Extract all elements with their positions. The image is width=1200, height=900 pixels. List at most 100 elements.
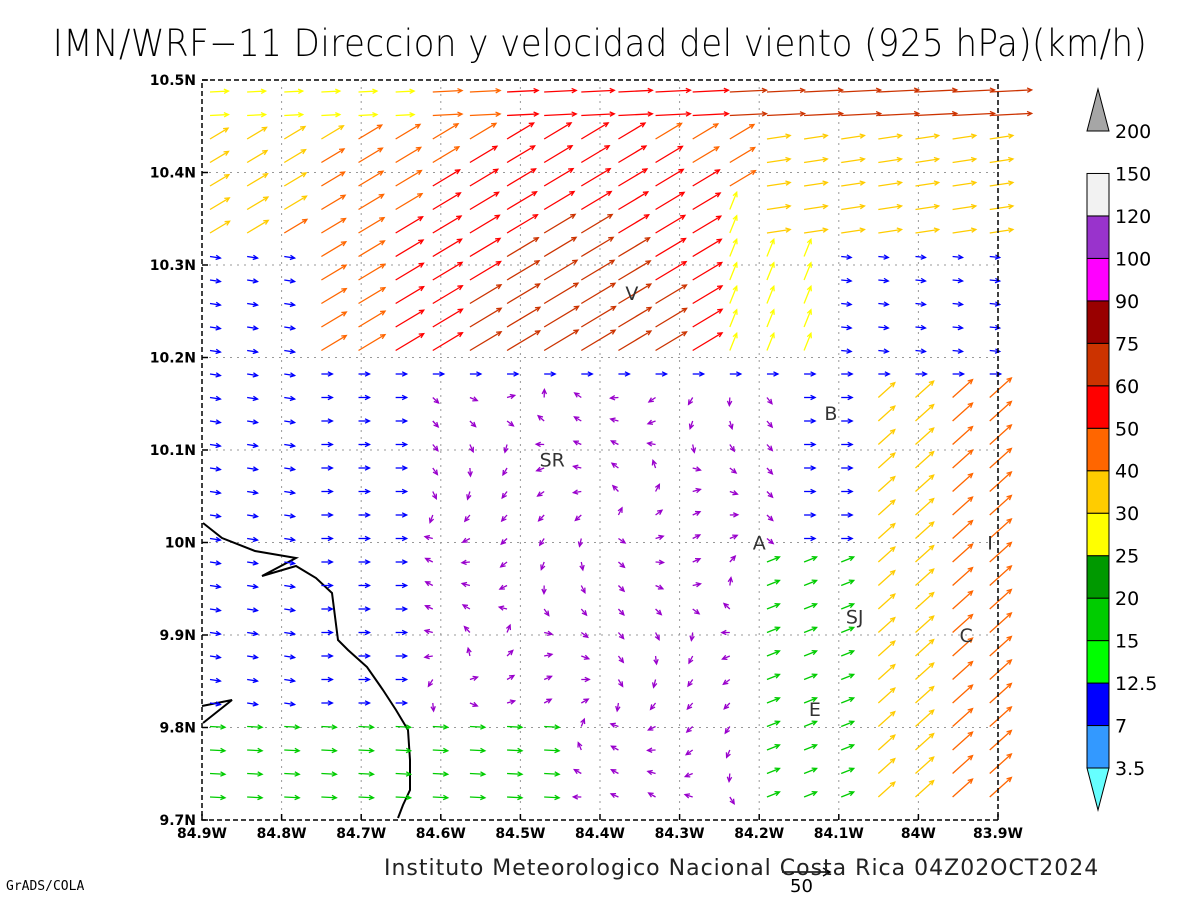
wind-vector <box>358 794 375 801</box>
wind-vector <box>655 122 683 140</box>
wind-vector <box>692 146 720 164</box>
wind-vector <box>544 724 561 730</box>
wind-vector <box>395 112 416 118</box>
wind-vector <box>617 608 625 616</box>
x-tick-label: 84.6W <box>416 826 466 842</box>
wind-vector <box>466 646 472 657</box>
wind-vector <box>618 537 627 544</box>
wind-vector <box>432 371 446 377</box>
wind-vector <box>684 749 694 756</box>
wind-vector <box>467 467 473 478</box>
wind-vector <box>432 111 464 118</box>
wind-vector <box>692 332 724 352</box>
wind-vector <box>209 466 222 472</box>
wind-vector <box>915 87 959 93</box>
wind-vector <box>729 331 738 351</box>
wind-vector <box>915 227 941 234</box>
wind-vector <box>952 301 965 307</box>
wind-vector <box>766 649 781 657</box>
colorbar-segment <box>1086 597 1110 642</box>
wind-vector <box>729 444 736 453</box>
wind-vector <box>840 790 856 798</box>
wind-vector <box>321 512 334 518</box>
reference-arrow <box>782 867 832 877</box>
wind-vector <box>358 559 372 565</box>
wind-vector <box>209 173 231 187</box>
wind-vector <box>915 474 935 492</box>
wind-vector <box>209 278 222 284</box>
wind-vector <box>840 673 856 681</box>
wind-vector <box>247 112 268 118</box>
wind-vector <box>209 419 222 425</box>
wind-vector <box>989 776 1013 798</box>
wind-vector <box>841 348 853 354</box>
wind-vector <box>284 630 297 637</box>
colorbar-segment <box>1086 470 1110 514</box>
wind-vector <box>729 146 757 164</box>
colorbar-label: 7 <box>1115 716 1127 738</box>
wind-vector <box>506 393 517 400</box>
wind-vector <box>729 371 743 377</box>
wind-vector <box>841 301 853 307</box>
wind-vector <box>432 308 464 328</box>
wind-vector <box>803 331 812 351</box>
wind-vector <box>989 180 1015 187</box>
wind-vector <box>581 676 591 683</box>
wind-vector <box>766 331 775 351</box>
wind-vector <box>729 555 737 563</box>
wind-vector <box>729 190 738 210</box>
wind-vector <box>989 424 1013 445</box>
wind-vector <box>507 794 524 801</box>
wind-vector <box>395 535 409 542</box>
wind-vector <box>952 731 974 751</box>
wind-vector <box>395 794 413 801</box>
wind-vector <box>729 214 738 234</box>
wind-vector <box>692 371 706 377</box>
wind-vector <box>685 726 694 733</box>
wind-vector <box>692 192 722 211</box>
wind-vector <box>766 491 774 499</box>
wind-vector <box>321 465 334 471</box>
wind-vector <box>247 583 259 590</box>
wind-vector <box>247 254 259 261</box>
wind-vector <box>507 724 524 730</box>
wind-vector <box>534 441 545 448</box>
wind-vector <box>692 608 701 615</box>
wind-vector <box>878 203 904 211</box>
wind-vector <box>209 536 222 543</box>
wind-vector <box>247 489 259 496</box>
wind-vector <box>766 180 792 187</box>
wind-vector <box>651 679 658 689</box>
wind-vector <box>469 307 503 328</box>
colorbar-label: 150 <box>1115 163 1151 185</box>
wind-vector <box>247 88 268 95</box>
wind-vector <box>247 419 259 425</box>
wind-vector <box>283 148 307 164</box>
wind-vector <box>803 602 819 610</box>
wind-vector <box>692 87 730 94</box>
wind-vector <box>840 696 856 704</box>
wind-vector <box>321 700 334 706</box>
wind-vector <box>321 171 346 187</box>
wind-vector <box>469 260 502 281</box>
wind-vector <box>572 464 582 470</box>
wind-vector <box>283 195 308 211</box>
wind-vector <box>247 794 264 801</box>
wind-vector <box>507 747 524 754</box>
place-label: SR <box>540 449 565 471</box>
wind-vector <box>246 219 270 234</box>
wind-vector <box>878 301 890 307</box>
wind-vector <box>915 544 935 563</box>
wind-vector <box>915 156 941 164</box>
wind-vector <box>283 218 309 234</box>
colorbar-label: 100 <box>1115 248 1151 270</box>
wind-vector <box>432 724 450 730</box>
wind-vector <box>655 191 686 211</box>
colorbar-segment <box>1086 555 1110 599</box>
wind-vector <box>580 144 611 164</box>
wind-vector <box>247 395 259 402</box>
wind-vector <box>726 773 733 783</box>
wind-vector <box>877 546 896 563</box>
wind-vector <box>655 145 684 164</box>
wind-vector <box>247 701 259 707</box>
